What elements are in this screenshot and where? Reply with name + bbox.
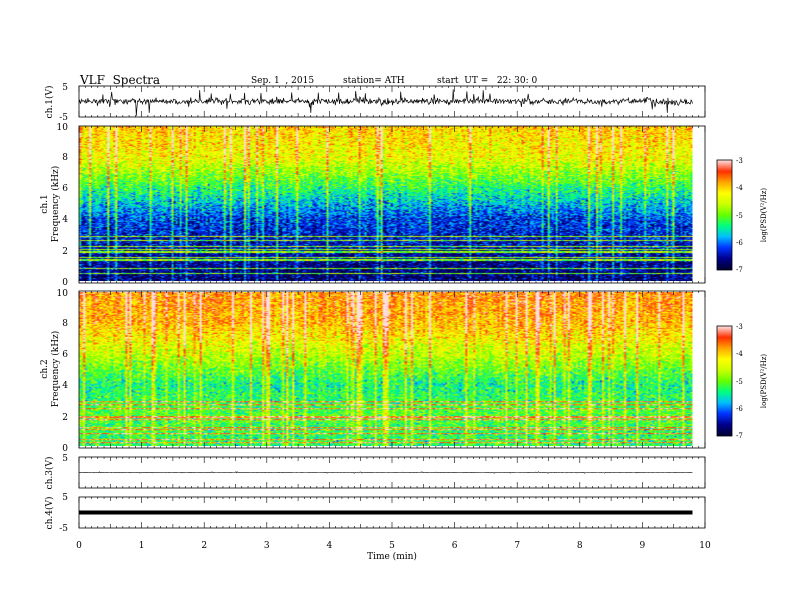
ytick-spec2-10: 10 bbox=[57, 289, 69, 299]
ylabel-spec1: Frequency (kHz) bbox=[50, 166, 61, 243]
cbar1-tick-m3: -3 bbox=[736, 157, 743, 165]
figure-title: VLF Spectra bbox=[80, 73, 161, 87]
cbar2-tick-m6: -6 bbox=[736, 405, 743, 413]
ytick-spec2-0: 0 bbox=[62, 444, 68, 454]
ytick-spec1-4: 4 bbox=[62, 215, 68, 225]
ytick-spec1-0: 0 bbox=[62, 278, 68, 288]
xtick-8: 8 bbox=[577, 541, 583, 551]
waveform-ch3-trace bbox=[79, 471, 693, 474]
xtick-1: 1 bbox=[139, 541, 145, 551]
cbar2-tick-m7: -7 bbox=[736, 432, 743, 440]
cbar2-tick-m3: -3 bbox=[736, 323, 743, 331]
ytick-spec2-2: 2 bbox=[62, 413, 68, 423]
ytick-spec1-6: 6 bbox=[62, 184, 68, 194]
ytick-spec1-2: 2 bbox=[62, 247, 68, 257]
xtick-2: 2 bbox=[201, 541, 207, 551]
spectrogram-ch1-image bbox=[79, 126, 693, 281]
xtick-4: 4 bbox=[327, 541, 333, 551]
xtick-6: 6 bbox=[452, 541, 458, 551]
date-label: Sep. 1 , 2015 bbox=[251, 76, 315, 86]
axis-ticks bbox=[78, 86, 706, 528]
ylabel-spec2: Frequency (kHz) bbox=[50, 331, 61, 408]
ylabel-ch4-wave: ch.4(V) bbox=[44, 497, 55, 530]
spectrogram-ch2-image bbox=[79, 292, 693, 446]
xtick-9: 9 bbox=[640, 541, 646, 551]
cbar1-tick-m7: -7 bbox=[736, 266, 743, 274]
ytick-ch3-top: 5 bbox=[62, 454, 68, 464]
ytick-spec2-6: 6 bbox=[62, 350, 68, 360]
colorbar-ch1 bbox=[717, 160, 732, 270]
ytick-spec2-8: 8 bbox=[62, 319, 68, 329]
cbar2-tick-m4: -4 bbox=[736, 350, 743, 358]
cbar1-tick-m6: -6 bbox=[736, 239, 743, 247]
station-label: station= ATH bbox=[343, 76, 405, 86]
ylabel-spec2-outer: ch.2 bbox=[40, 359, 50, 378]
xtick-5: 5 bbox=[389, 541, 395, 551]
ytick-ch1-bottom: -5 bbox=[59, 113, 68, 123]
xtick-0: 0 bbox=[76, 541, 82, 551]
cbar1-label: log(PSD(V²/Hz) bbox=[760, 188, 768, 243]
cbar2-label: log(PSD(V²/Hz) bbox=[760, 354, 768, 409]
x-axis-label: Time (min) bbox=[367, 551, 417, 562]
ytick-spec2-4: 4 bbox=[62, 381, 68, 391]
ylabel-ch3-wave: ch.3(V) bbox=[44, 457, 55, 490]
ylabel-spec1-outer: ch.1 bbox=[40, 194, 50, 213]
ytick-spec1-10: 10 bbox=[57, 123, 69, 133]
waveform-ch1-trace bbox=[78, 89, 693, 116]
colorbar-ch2 bbox=[717, 326, 732, 436]
xtick-3: 3 bbox=[264, 541, 270, 551]
xtick-10: 10 bbox=[699, 541, 711, 551]
cbar2-tick-m5: -5 bbox=[736, 378, 743, 386]
start-time-label: start UT = 22: 30: 0 bbox=[437, 76, 538, 86]
xtick-7: 7 bbox=[514, 541, 520, 551]
cbar1-tick-m4: -4 bbox=[736, 184, 743, 192]
ytick-ch1-top: 5 bbox=[62, 83, 68, 93]
ylabel-ch1-wave: ch.1(V) bbox=[44, 86, 55, 119]
ytick-spec1-8: 8 bbox=[62, 153, 68, 163]
ytick-ch4-top: 5 bbox=[62, 493, 68, 503]
cbar1-tick-m5: -5 bbox=[736, 212, 743, 220]
ytick-ch4-bottom: -5 bbox=[59, 524, 68, 534]
